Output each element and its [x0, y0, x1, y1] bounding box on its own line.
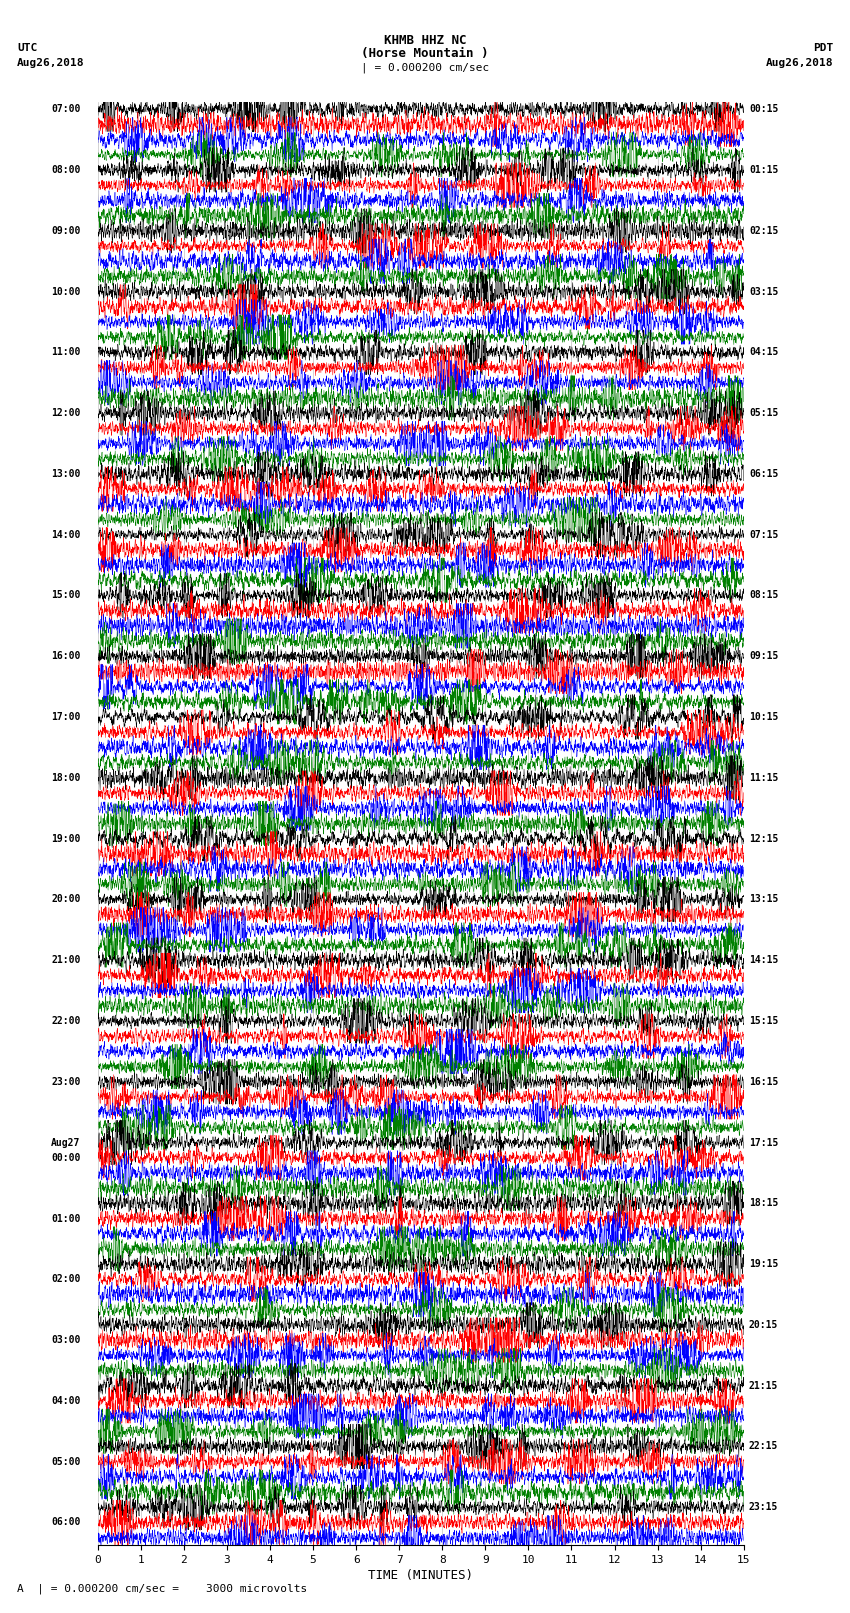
Text: Aug26,2018: Aug26,2018 — [17, 58, 84, 68]
Text: 09:15: 09:15 — [749, 652, 779, 661]
Text: 00:15: 00:15 — [749, 105, 779, 115]
Text: 19:15: 19:15 — [749, 1260, 779, 1269]
Text: 01:00: 01:00 — [51, 1213, 81, 1224]
Text: | = 0.000200 cm/sec: | = 0.000200 cm/sec — [361, 61, 489, 73]
Text: 07:15: 07:15 — [749, 529, 779, 540]
Text: 15:00: 15:00 — [51, 590, 81, 600]
Text: 21:00: 21:00 — [51, 955, 81, 965]
Text: 10:15: 10:15 — [749, 711, 779, 723]
Text: 16:00: 16:00 — [51, 652, 81, 661]
Text: 06:00: 06:00 — [51, 1518, 81, 1528]
Text: 17:15: 17:15 — [749, 1137, 779, 1147]
Text: Aug26,2018: Aug26,2018 — [766, 58, 833, 68]
Text: PDT: PDT — [813, 44, 833, 53]
Text: 18:00: 18:00 — [51, 773, 81, 782]
Text: 14:15: 14:15 — [749, 955, 779, 965]
Text: 18:15: 18:15 — [749, 1198, 779, 1208]
Text: 09:00: 09:00 — [51, 226, 81, 235]
Text: 22:15: 22:15 — [749, 1442, 779, 1452]
Text: A  | = 0.000200 cm/sec =    3000 microvolts: A | = 0.000200 cm/sec = 3000 microvolts — [17, 1582, 307, 1594]
Text: 08:15: 08:15 — [749, 590, 779, 600]
Text: (Horse Mountain ): (Horse Mountain ) — [361, 47, 489, 60]
Text: 15:15: 15:15 — [749, 1016, 779, 1026]
Text: 06:15: 06:15 — [749, 469, 779, 479]
Text: 20:15: 20:15 — [749, 1319, 779, 1329]
Text: 01:15: 01:15 — [749, 165, 779, 174]
Text: 05:00: 05:00 — [51, 1457, 81, 1466]
Text: 02:15: 02:15 — [749, 226, 779, 235]
Text: 03:15: 03:15 — [749, 287, 779, 297]
Text: 10:00: 10:00 — [51, 287, 81, 297]
Text: UTC: UTC — [17, 44, 37, 53]
Text: 11:15: 11:15 — [749, 773, 779, 782]
Text: 12:15: 12:15 — [749, 834, 779, 844]
Text: 23:00: 23:00 — [51, 1077, 81, 1087]
Text: 02:00: 02:00 — [51, 1274, 81, 1284]
Text: 16:15: 16:15 — [749, 1077, 779, 1087]
Text: 08:00: 08:00 — [51, 165, 81, 174]
Text: 14:00: 14:00 — [51, 529, 81, 540]
Text: 13:15: 13:15 — [749, 895, 779, 905]
Text: 21:15: 21:15 — [749, 1381, 779, 1390]
Text: 05:15: 05:15 — [749, 408, 779, 418]
Text: 19:00: 19:00 — [51, 834, 81, 844]
Text: 04:00: 04:00 — [51, 1395, 81, 1407]
Text: 04:15: 04:15 — [749, 347, 779, 358]
Text: 17:00: 17:00 — [51, 711, 81, 723]
Text: 20:00: 20:00 — [51, 895, 81, 905]
Text: 07:00: 07:00 — [51, 105, 81, 115]
Text: 11:00: 11:00 — [51, 347, 81, 358]
Text: 23:15: 23:15 — [749, 1502, 779, 1513]
Text: 13:00: 13:00 — [51, 469, 81, 479]
Text: 03:00: 03:00 — [51, 1336, 81, 1345]
Text: 00:00: 00:00 — [51, 1153, 81, 1163]
X-axis label: TIME (MINUTES): TIME (MINUTES) — [368, 1569, 473, 1582]
Text: Aug27: Aug27 — [51, 1137, 81, 1147]
Text: KHMB HHZ NC: KHMB HHZ NC — [383, 34, 467, 47]
Text: 22:00: 22:00 — [51, 1016, 81, 1026]
Text: 12:00: 12:00 — [51, 408, 81, 418]
